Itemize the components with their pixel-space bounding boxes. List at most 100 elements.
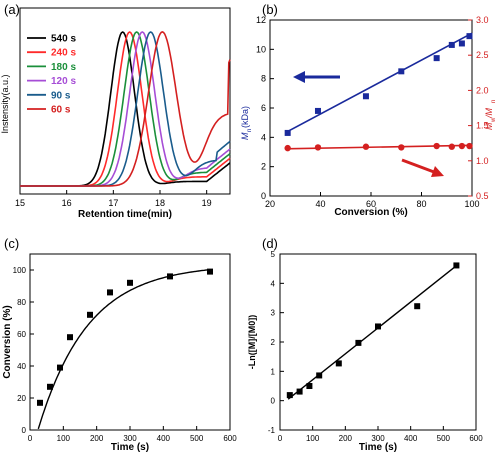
panel-b-dispersity-point: [433, 142, 440, 150]
panel-c-data-point: [37, 399, 43, 406]
panel-b-left-arrow-head: [293, 71, 305, 83]
panel-b-left-tick-label: 0: [261, 191, 266, 201]
panel-c-data-point: [127, 279, 133, 286]
panel-b-left-tick-label: 6: [261, 103, 266, 113]
panel-d-data-point: [355, 339, 362, 346]
panel-d-x-tick-label: 500: [437, 434, 451, 443]
panel-c-y-axis-title: Conversion (%): [2, 305, 13, 378]
panel-b-left-tick-label: 4: [261, 132, 266, 142]
panel-b-x-tick-label: 40: [315, 199, 325, 209]
panel-c-data-point: [47, 383, 53, 390]
panel-b-mn-point: [466, 33, 473, 40]
panel-a-curve-5: [20, 31, 231, 187]
panel-b-arrow-right: [401, 158, 444, 177]
panel-d-plot-frame: [279, 253, 477, 431]
panel-c-data-point: [87, 311, 93, 318]
panel-a-x-tick-label: 19: [202, 198, 212, 208]
panel-b-x-tick-label: 80: [416, 199, 426, 209]
panel-c-y-tick-label: 100: [13, 266, 27, 275]
panel-b-mn-point: [284, 129, 291, 136]
panel-c-y-tick-label: 20: [17, 394, 26, 403]
panel-b-mn-point: [398, 68, 405, 75]
panel-b-left-tick-label: 10: [256, 44, 266, 54]
panel-d-data-point: [296, 388, 303, 395]
panel-d-data-point: [335, 360, 342, 367]
panel-c-x-axis-title: Time (s): [111, 442, 149, 452]
panel-c-x-tick-label: 200: [90, 434, 104, 443]
panel-a-y-axis-title: Instensity(a.u.): [0, 74, 10, 133]
panel-d-data-point: [316, 372, 323, 379]
panel-b-mn-point: [448, 41, 455, 48]
panel-b-fit-line-0: [287, 32, 473, 133]
panel-b-mn-point: [458, 40, 465, 47]
panel-d-data-point: [375, 323, 381, 330]
panel-d-x-tick-label: 100: [306, 434, 320, 443]
panel-d-x-tick-label: 200: [339, 434, 353, 443]
panel-a-legend-label: 60 s: [51, 105, 71, 116]
panel-a-plot-frame: [19, 7, 231, 195]
panel-a-x-axis-title: Retention time(min): [78, 209, 172, 220]
panel-b-right-y-title-w: w: [491, 117, 497, 123]
panel-b-mn-point: [314, 107, 321, 114]
panel-c-label: (c): [4, 236, 19, 251]
panel-b: (b) 20 40 60 80 100 0 2 4 6 8 10 12 0.5 1.0 1.5 2.0 2.5 3…: [240, 2, 497, 218]
panel-d-y-tick-label: -1: [268, 426, 276, 435]
panel-b-fit-line-1: [285, 144, 473, 150]
panel-c-data-point: [107, 289, 113, 296]
panel-d-y-tick-label: 3: [271, 309, 276, 318]
panel-d-y-tick-label: 1: [271, 367, 276, 376]
panel-b-mn-point: [433, 55, 440, 62]
panel-c-x-tick-label: 0: [28, 434, 33, 443]
panel-a-legend-label: 240 s: [51, 48, 76, 59]
panel-d-x-tick-label: 0: [278, 434, 283, 443]
panel-b-left-y-axis-title: Mn(kDa): [240, 106, 253, 140]
panel-d-series: [286, 262, 460, 400]
panel-b-right-arrow-shaft: [401, 158, 435, 174]
panel-c-y-tick-label: 80: [17, 298, 26, 307]
panel-d-data-point: [453, 262, 460, 269]
panel-b-ticks: 20 40 60 80 100 0 2 4 6 8 10 12 0.5 1.0 1.5 2.0 2.5 3.0: [256, 15, 489, 209]
panel-b-left-y-title-unit: (kDa): [240, 106, 250, 128]
panel-c-y-tick-label: 40: [17, 362, 26, 371]
panel-c: (c) 0 100 200 300 400 500 600 0 20 40 60 80 100 Time…: [2, 236, 237, 452]
panel-b-right-tick-label: 1.5: [476, 121, 489, 131]
panel-a-curves: [20, 31, 231, 187]
panel-b-left-y-title-m: M: [240, 132, 250, 140]
panel-b-right-tick-label: 3.0: [476, 15, 489, 25]
panel-d-x-tick-label: 400: [404, 434, 418, 443]
panel-b-dispersity-point: [466, 142, 473, 150]
panel-b-right-y-title-mw: M: [484, 122, 494, 130]
panel-b-left-tick-label: 8: [261, 74, 266, 84]
panel-b-right-tick-label: 2.5: [476, 50, 489, 60]
panel-c-data-point: [207, 268, 213, 275]
panel-b-x-tick-label: 20: [265, 199, 275, 209]
panel-b-right-y-title-slash: /M: [484, 107, 494, 119]
panel-d-label: (d): [262, 236, 278, 251]
panel-a-x-tick-label: 15: [15, 198, 25, 208]
panel-b-dispersity-point: [448, 143, 455, 150]
panel-b-right-y-title-n: n: [491, 100, 497, 103]
panel-c-data-point: [167, 273, 173, 280]
panel-c-x-tick-label: 500: [190, 434, 204, 443]
panel-a-x-tick-label: 17: [108, 198, 118, 208]
panel-a-x-ticks: 15 16 17 18 19: [15, 190, 212, 208]
panel-c-fit-curve: [37, 268, 211, 430]
panel-b-right-y-axis-title: Mw/M n: [484, 100, 497, 130]
panel-b-dispersity-point: [458, 142, 466, 150]
panel-b-plot-frame: [269, 19, 473, 197]
panel-b-arrow-left: [293, 71, 340, 83]
panel-d-data-point: [414, 303, 421, 310]
panel-b-series: [284, 32, 473, 152]
panel-c-x-tick-label: 300: [123, 434, 137, 443]
panel-c-data-point: [57, 364, 63, 371]
panel-b-right-tick-label: 2.0: [476, 85, 489, 95]
panel-c-y-tick-label: 0: [22, 426, 27, 435]
panel-b-right-tick-label: 0.5: [476, 191, 489, 201]
panel-d-y-tick-label: 2: [271, 338, 276, 347]
panel-b-dispersity-point: [284, 144, 291, 152]
panel-d-y-axis-title: -Ln([M]/[M0]): [247, 315, 257, 369]
panel-a-x-tick-label: 16: [62, 198, 72, 208]
panel-c-data-point: [67, 334, 73, 341]
panel-c-x-tick-label: 100: [57, 434, 71, 443]
